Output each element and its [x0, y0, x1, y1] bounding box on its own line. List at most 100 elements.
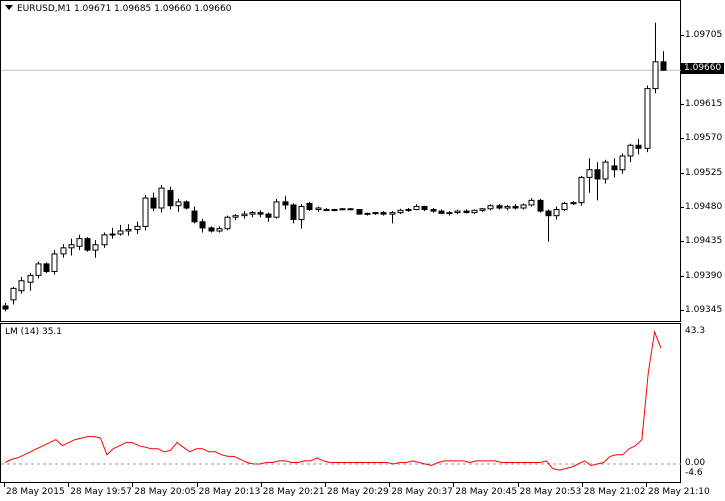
indicator-pane[interactable]: LM (14) 35.1 — [0, 323, 682, 483]
candle-bull-body — [216, 228, 223, 232]
price-tick-label: 1.09435 — [685, 236, 723, 247]
time-tick — [4, 483, 5, 487]
time-tick — [132, 483, 134, 487]
candle-bull-body — [627, 144, 634, 157]
candle-bull-body — [109, 233, 116, 236]
candle — [389, 211, 396, 224]
candle — [109, 227, 116, 239]
candle — [175, 198, 182, 212]
candle-bull-body — [101, 234, 108, 246]
candle-bull-body — [372, 212, 379, 215]
candle — [561, 201, 568, 212]
indicator-scale-label: -4.6 — [685, 467, 703, 478]
candle-bull-body — [586, 169, 593, 178]
time-label: 28 May 2015 — [6, 487, 65, 497]
candle-bear-body — [257, 212, 264, 215]
price-tick — [681, 207, 684, 208]
candle — [216, 226, 223, 233]
candle — [512, 204, 519, 210]
candle — [68, 238, 75, 256]
candle — [150, 192, 157, 212]
price-tick-label: 1.09480 — [685, 202, 723, 212]
candle-bull-body — [134, 225, 141, 230]
price-tick-label: 1.09345 — [685, 305, 723, 316]
candle — [553, 206, 560, 220]
price-tick — [681, 310, 684, 312]
candle — [306, 201, 313, 212]
candle-bull-body — [142, 197, 149, 227]
candle — [397, 208, 404, 215]
candle-bull-body — [364, 212, 371, 215]
candle — [487, 204, 494, 211]
candle-bear-body — [282, 201, 289, 206]
candle-bear-body — [183, 201, 190, 209]
price-tick-label: 1.09390 — [685, 270, 723, 281]
candle-bear-body — [347, 208, 354, 211]
candle-bear-body — [594, 169, 601, 180]
candle — [430, 208, 437, 213]
candle — [660, 51, 667, 71]
candle — [265, 212, 272, 222]
candle-bull-body — [602, 161, 609, 180]
candle — [545, 209, 552, 242]
indicator-scale[interactable]: 43.3 0.00 -4.6 — [681, 323, 725, 483]
time-tick — [581, 483, 583, 487]
candle — [273, 198, 280, 219]
candle-bear-body — [290, 204, 297, 220]
time-label: 28 May 19:57 — [70, 487, 132, 497]
price-scale[interactable]: 1.09705 1.09615 1.09570 1.09525 1.09480 1.094… — [681, 0, 725, 322]
candle-bear-body — [463, 210, 470, 214]
candle-bear-body — [496, 205, 503, 209]
candle-bull-body — [331, 209, 338, 212]
candle-bull-body — [619, 155, 626, 171]
candle — [60, 243, 67, 258]
candle-bear-body — [84, 238, 91, 251]
candle — [167, 186, 174, 210]
candle — [76, 234, 83, 251]
candle-bull-body — [528, 199, 535, 206]
candle-bull-body — [413, 205, 420, 211]
candle-bull-body — [298, 205, 305, 220]
candle — [372, 211, 379, 215]
candle — [117, 224, 124, 236]
candle — [380, 211, 387, 216]
candle — [158, 185, 165, 213]
candle — [619, 153, 626, 174]
candle-bull-body — [224, 216, 231, 230]
time-axis[interactable]: 28 May 2015 28 May 19:57 28 May 20:05 28 Ma… — [0, 483, 725, 501]
candle — [323, 208, 330, 212]
candle — [479, 208, 486, 212]
candle-bull-body — [27, 274, 34, 283]
candle — [92, 240, 99, 258]
candle — [224, 215, 231, 231]
chart-title-text: EURUSD,M1 1.09671 1.09685 1.09660 1.0966… — [17, 4, 232, 14]
time-label: 28 May 20:29 — [327, 487, 389, 497]
candle — [282, 195, 289, 210]
price-tick — [681, 138, 684, 140]
candle — [43, 262, 50, 274]
candle — [347, 208, 354, 211]
price-tick — [681, 34, 684, 36]
time-label: 28 May 20:21 — [262, 487, 325, 497]
candle-bear-body — [430, 209, 437, 212]
time-label: 28 May 20:13 — [198, 487, 261, 497]
candle-bull-body — [117, 230, 124, 235]
candle-bear-body — [199, 221, 206, 229]
time-label: 28 May 21:02 — [583, 487, 646, 497]
candle — [339, 208, 346, 211]
time-label: 28 May 20:05 — [134, 487, 197, 497]
candle — [496, 204, 503, 210]
candle-bull-body — [158, 187, 165, 209]
price-chart-pane[interactable]: EURUSD,M1 1.09671 1.09685 1.09660 1.0966… — [0, 0, 682, 322]
chart-menu-triangle-icon[interactable] — [5, 5, 13, 10]
time-tick — [646, 483, 647, 487]
price-tick-label: 1.09525 — [685, 167, 723, 178]
candle — [84, 237, 91, 252]
candle-bear-body — [43, 263, 50, 273]
candle — [504, 204, 511, 211]
candle — [51, 250, 58, 275]
candle-bull-body — [249, 212, 256, 215]
candle-bear-body — [265, 213, 272, 218]
candle — [463, 209, 470, 214]
candle — [594, 162, 601, 201]
